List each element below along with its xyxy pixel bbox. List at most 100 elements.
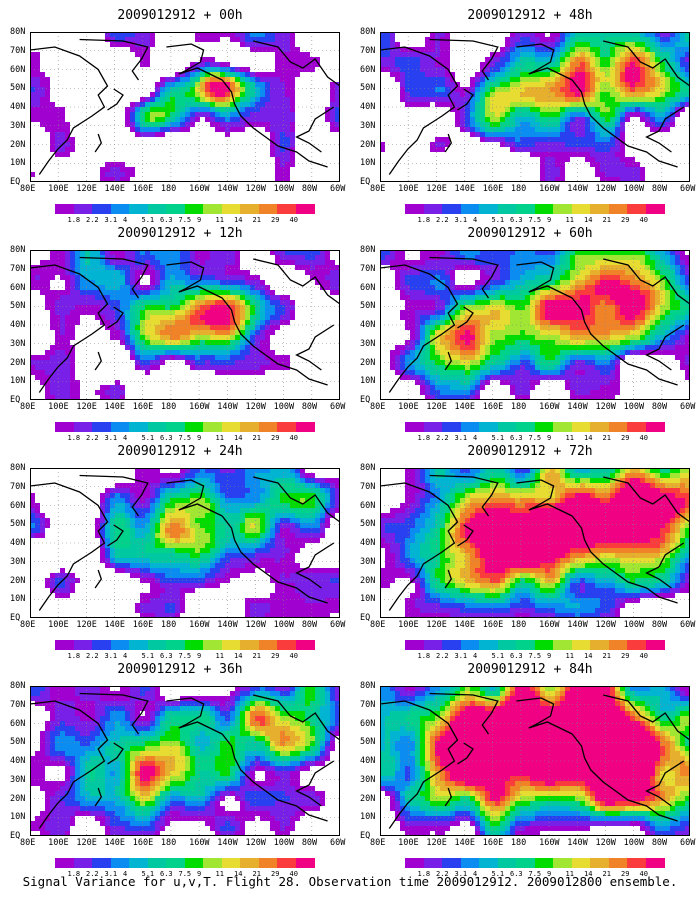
latitude-label: 10N: [10, 594, 26, 605]
latitude-label: 10N: [360, 812, 376, 823]
latitude-label: 10N: [10, 376, 26, 387]
longitude-label: 140E: [104, 838, 126, 848]
colorbar-label: 1.8: [417, 652, 431, 660]
coastline: [645, 760, 685, 807]
colorbar-label: 5.1: [491, 216, 505, 224]
colorbar-label: 14: [584, 870, 593, 878]
latitude-label: 80N: [10, 27, 26, 37]
colorbar-swatch: [423, 858, 443, 868]
colorbar-label: 7.5: [178, 434, 192, 442]
colorbar-label: 11: [565, 870, 574, 878]
colorbar-swatch: [534, 640, 554, 650]
coastline: [253, 258, 340, 305]
colorbar-label: 2.2: [436, 434, 449, 442]
longitude-label: 120W: [245, 838, 266, 848]
latitude-label: 60N: [10, 64, 26, 75]
longitude-label: 80E: [370, 838, 386, 848]
longitude-label: 180: [510, 838, 527, 848]
colorbar-swatch: [147, 858, 167, 868]
colorbar-label: 4: [123, 870, 128, 878]
latitude-label: 50N: [360, 83, 376, 94]
latitude-label: 10N: [360, 158, 376, 169]
colorbar: [405, 422, 665, 432]
colorbar-label: 3.1: [104, 652, 118, 660]
colorbar-label: 14: [234, 652, 243, 660]
longitude-label: 80E: [20, 402, 36, 412]
longitude-label: 100E: [48, 184, 69, 194]
colorbar-swatch: [221, 640, 241, 650]
longitude-label: 140W: [567, 402, 588, 412]
longitude-label: 100E: [48, 402, 69, 412]
colorbar-swatch: [73, 204, 93, 214]
colorbar-label: 4: [123, 216, 128, 224]
colorbar-swatch: [295, 640, 315, 650]
colorbar-swatch: [553, 204, 572, 214]
colorbar-swatch: [166, 858, 185, 868]
latitude-label: 20N: [360, 139, 376, 150]
colorbar-label: 4: [473, 434, 478, 442]
colorbar-label: 29: [271, 870, 280, 878]
longitude-label: 60W: [330, 402, 346, 412]
colorbar-label: 14: [234, 216, 243, 224]
map-panel: 2009012912 + 36h 80N 70N 60N 50N 40N 30N 20N 10N…: [10, 662, 350, 882]
colorbar-swatch: [627, 858, 646, 868]
map-panel: 2009012912 + 24h 80N 70N 60N 50N 40N 30N 20N 10N…: [10, 444, 350, 664]
longitude-label: 140E: [454, 620, 476, 630]
panel-title: 2009012912 + 48h: [467, 8, 593, 23]
colorbar-label: 6.3: [160, 434, 173, 442]
colorbar-label: 3.1: [454, 870, 468, 878]
colorbar-label: 5.1: [141, 652, 155, 660]
colorbar-swatch: [442, 204, 461, 214]
longitude-label: 160E: [482, 620, 504, 630]
colorbar-swatch: [277, 422, 296, 432]
colorbar: [55, 858, 315, 868]
coastline: [457, 306, 474, 329]
coastline: [444, 787, 453, 807]
longitude-label: 80W: [301, 184, 318, 194]
coastline: [429, 474, 499, 517]
latitude-label: EQ: [10, 395, 21, 405]
longitude-label: 140W: [567, 838, 588, 848]
longitude-label: 80E: [370, 402, 386, 412]
latitude-label: 80N: [360, 681, 376, 691]
longitude-label: 180: [510, 620, 527, 630]
colorbar-label: 2.2: [86, 870, 99, 878]
coastline: [516, 697, 573, 735]
coastline: [457, 524, 474, 547]
latitude-label: 20N: [360, 575, 376, 586]
longitude-label: 100E: [398, 184, 419, 194]
coastline: [253, 40, 340, 87]
colorbar-label: 9: [547, 434, 552, 442]
latitude-label: 40N: [10, 756, 26, 766]
colorbar-swatch: [184, 204, 204, 214]
colorbar-label: 29: [271, 652, 280, 660]
colorbar-swatch: [645, 422, 665, 432]
longitude-label: 120E: [76, 620, 97, 630]
latitude-label: 40N: [360, 102, 376, 112]
colorbar-label: 29: [621, 434, 630, 442]
latitude-label: 20N: [360, 357, 376, 368]
colorbar-label: 14: [584, 434, 593, 442]
longitude-label: 160E: [482, 184, 504, 194]
colorbar-swatch: [571, 204, 591, 214]
latitude-label: 40N: [10, 102, 26, 112]
colorbar-swatch: [258, 640, 278, 650]
colorbar-label: 1.8: [67, 652, 81, 660]
colorbar-swatch: [423, 640, 443, 650]
colorbar-label: 40: [289, 216, 298, 224]
coastline: [457, 88, 474, 111]
coastline: [30, 482, 109, 611]
longitude-label: 120W: [595, 838, 616, 848]
colorbar-swatch: [166, 640, 185, 650]
colorbar-label: 40: [289, 652, 298, 660]
colorbar-swatch: [73, 640, 93, 650]
colorbar-label: 9: [547, 216, 552, 224]
colorbar-swatch: [516, 858, 535, 868]
panel-title: 2009012912 + 72h: [467, 444, 593, 459]
longitude-label: 120E: [76, 184, 97, 194]
panel-title: 2009012912 + 24h: [117, 444, 243, 459]
coastline: [571, 515, 678, 604]
colorbar-swatch: [221, 204, 241, 214]
latitude-label: 50N: [360, 519, 376, 530]
latitude-label: 80N: [360, 245, 376, 255]
